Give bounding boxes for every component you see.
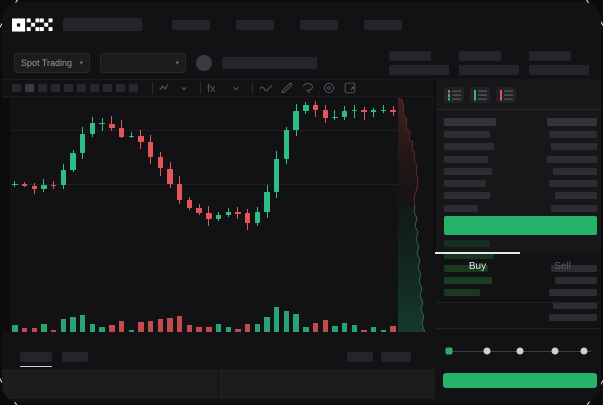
svg-text:fx: fx [207,83,216,95]
